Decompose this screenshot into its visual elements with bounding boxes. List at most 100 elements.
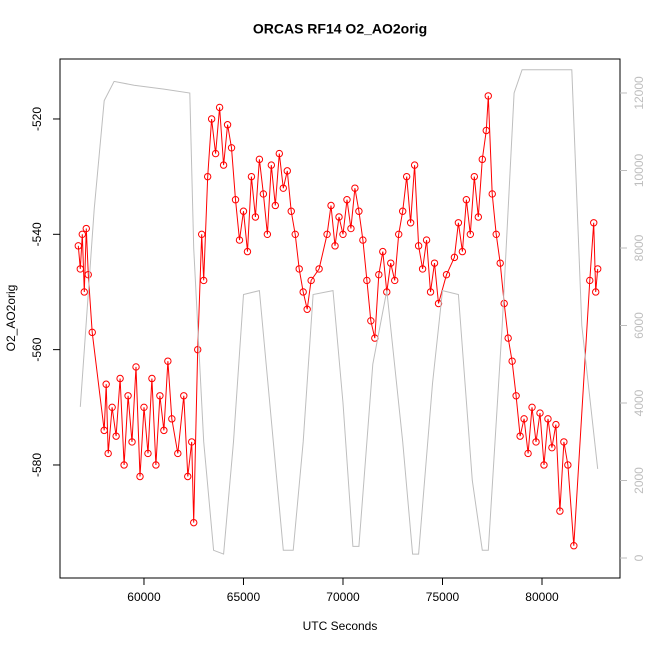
data-point bbox=[184, 472, 192, 481]
data-point bbox=[132, 363, 140, 371]
data-point bbox=[402, 172, 411, 181]
data-point bbox=[450, 253, 459, 262]
data-point bbox=[80, 288, 88, 296]
data-point bbox=[168, 415, 176, 423]
data-point bbox=[528, 403, 536, 412]
data-point bbox=[359, 236, 367, 244]
series-line bbox=[79, 69, 599, 555]
data-point bbox=[470, 172, 479, 181]
data-point bbox=[512, 392, 520, 400]
y2-tick-label: 12000 bbox=[632, 76, 646, 110]
data-point bbox=[564, 461, 572, 469]
data-point bbox=[124, 392, 132, 400]
data-point bbox=[84, 270, 92, 279]
data-point bbox=[267, 161, 276, 169]
x-tick-label: 60000 bbox=[127, 590, 161, 604]
data-point bbox=[442, 270, 451, 279]
data-point bbox=[395, 230, 403, 239]
data-point bbox=[271, 201, 280, 210]
data-point bbox=[343, 196, 351, 204]
data-point bbox=[78, 230, 86, 239]
data-point bbox=[422, 236, 431, 244]
data-point bbox=[120, 461, 128, 469]
data-point bbox=[379, 247, 387, 256]
data-point bbox=[458, 247, 467, 256]
data-point bbox=[454, 219, 463, 227]
data-point bbox=[524, 449, 532, 458]
data-point bbox=[548, 443, 556, 452]
y2-tick-label: 8000 bbox=[632, 234, 646, 261]
data-point bbox=[398, 207, 407, 215]
data-point bbox=[323, 230, 331, 239]
data-point bbox=[215, 103, 224, 112]
data-point bbox=[88, 328, 96, 337]
data-point bbox=[496, 259, 504, 267]
data-point bbox=[331, 242, 339, 250]
data-point bbox=[231, 196, 240, 204]
data-point bbox=[478, 155, 486, 164]
data-point bbox=[462, 196, 471, 204]
data-point bbox=[140, 403, 148, 412]
data-point bbox=[128, 438, 136, 446]
data-point bbox=[164, 357, 172, 365]
data-point bbox=[367, 317, 375, 325]
data-point bbox=[520, 415, 528, 423]
data-point bbox=[223, 121, 232, 129]
data-point bbox=[104, 449, 112, 458]
data-point bbox=[211, 149, 220, 158]
data-point bbox=[303, 305, 311, 313]
data-point bbox=[100, 426, 108, 435]
data-point bbox=[375, 270, 383, 279]
data-point bbox=[152, 461, 160, 469]
data-point bbox=[516, 432, 524, 440]
y-tick-label: -560 bbox=[30, 337, 44, 361]
data-point bbox=[283, 167, 291, 175]
data-point bbox=[560, 438, 568, 446]
data-point bbox=[532, 438, 540, 446]
y2-tick-label: 10000 bbox=[632, 153, 646, 187]
data-point bbox=[188, 438, 196, 446]
y2-tick-label: 6000 bbox=[632, 312, 646, 339]
y-tick-label: -580 bbox=[30, 453, 44, 477]
data-point bbox=[102, 380, 110, 388]
data-point bbox=[418, 265, 427, 273]
data-point bbox=[174, 449, 182, 458]
data-point bbox=[148, 374, 156, 383]
data-point bbox=[247, 172, 256, 181]
data-point bbox=[414, 242, 423, 250]
data-point bbox=[315, 265, 323, 273]
data-point bbox=[590, 219, 598, 227]
data-point bbox=[410, 161, 419, 169]
data-point bbox=[203, 172, 212, 181]
y-axis-label: O2_AO2orig bbox=[4, 285, 18, 352]
plot-frame bbox=[59, 58, 621, 579]
data-point bbox=[339, 230, 347, 239]
data-point bbox=[552, 420, 560, 429]
data-point bbox=[383, 288, 391, 296]
y2-tick-label: 2000 bbox=[632, 467, 646, 494]
x-tick-label: 70000 bbox=[326, 590, 360, 604]
data-point bbox=[295, 265, 303, 273]
x-axis-label: UTC Seconds bbox=[303, 619, 378, 633]
data-point bbox=[112, 432, 120, 440]
data-point bbox=[144, 449, 152, 458]
y2-tick-label: 4000 bbox=[632, 389, 646, 416]
data-point bbox=[235, 236, 244, 244]
data-point bbox=[592, 288, 600, 296]
x-tick-label: 80000 bbox=[525, 590, 559, 604]
x-tick-label: 75000 bbox=[426, 590, 460, 604]
data-point bbox=[307, 276, 315, 285]
data-point bbox=[500, 299, 508, 308]
data-point bbox=[259, 190, 268, 198]
data-point bbox=[391, 276, 399, 285]
data-point bbox=[251, 213, 260, 221]
data-point bbox=[406, 219, 415, 227]
data-point bbox=[263, 230, 272, 239]
data-point bbox=[586, 276, 594, 285]
data-point bbox=[108, 403, 116, 412]
data-point bbox=[556, 507, 564, 515]
data-point bbox=[76, 265, 84, 273]
data-point bbox=[536, 409, 544, 417]
data-point bbox=[207, 115, 216, 123]
